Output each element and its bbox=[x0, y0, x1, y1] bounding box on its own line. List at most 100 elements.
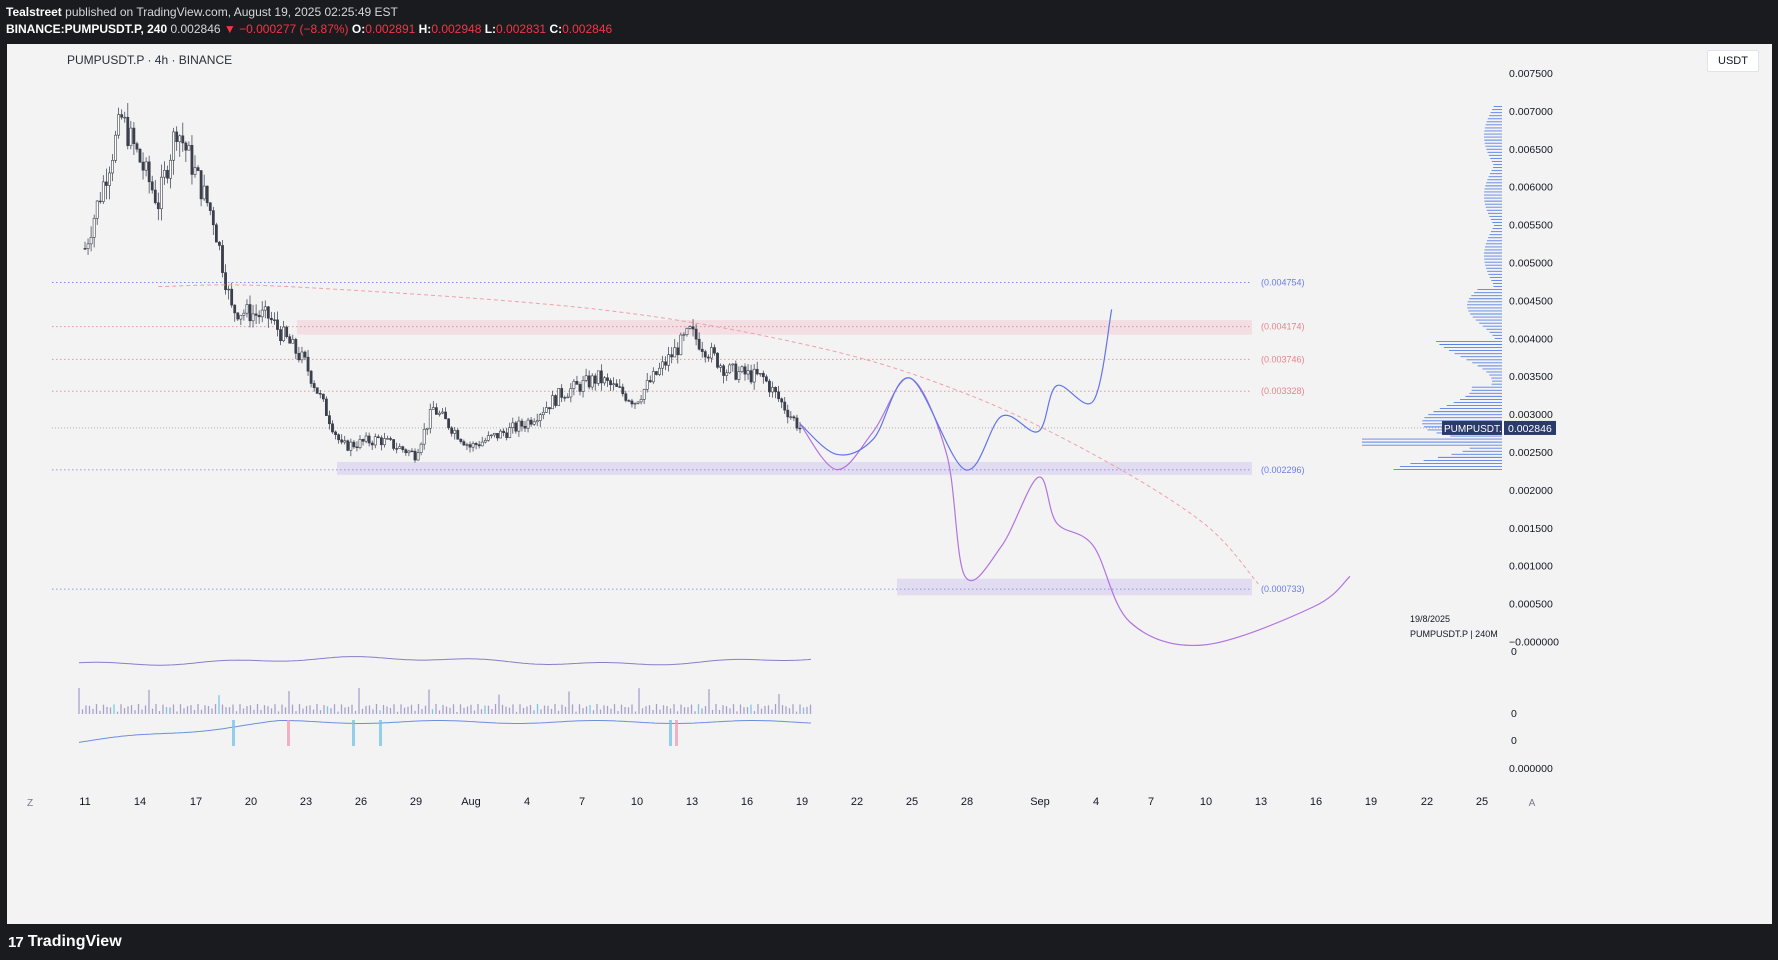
candle-body bbox=[218, 241, 221, 246]
candle-body bbox=[441, 411, 444, 414]
current-price-tag-label: 0.002846 bbox=[1508, 423, 1552, 435]
candle-body bbox=[166, 169, 169, 179]
y-axis-tick: 0.001500 bbox=[1509, 523, 1553, 535]
candle-body bbox=[752, 368, 756, 383]
candle-body bbox=[777, 391, 781, 400]
x-axis-tick: 4 bbox=[1093, 796, 1099, 808]
candle-body bbox=[569, 388, 573, 398]
candle-body bbox=[661, 361, 664, 369]
x-axis-tick: 25 bbox=[906, 796, 918, 808]
candle-body bbox=[144, 161, 148, 171]
symbol-price-tag-label: PUMPUSDT.P bbox=[1444, 424, 1509, 435]
candle-body bbox=[468, 444, 472, 448]
indicator-signal-marker bbox=[669, 720, 672, 746]
x-axis-tick: 11 bbox=[79, 796, 90, 808]
candle-body bbox=[566, 396, 570, 399]
candle-body bbox=[300, 351, 304, 361]
candle-body bbox=[438, 412, 441, 415]
candle-body bbox=[156, 202, 160, 210]
x-axis-tick: Aug bbox=[461, 796, 481, 808]
candle-body bbox=[444, 411, 447, 420]
x-axis-tick: 25 bbox=[1476, 796, 1488, 808]
candle-body bbox=[572, 381, 576, 389]
candle-body bbox=[117, 114, 121, 136]
candle-body bbox=[459, 438, 463, 442]
candle-body bbox=[544, 407, 548, 413]
candle-body bbox=[303, 351, 307, 358]
x-axis-tick: 10 bbox=[631, 796, 643, 808]
symbol-ohlc-line: BINANCE:PUMPUSDT.P, 240 0.002846 ▼ −0.00… bbox=[6, 22, 612, 36]
candle-body bbox=[172, 131, 176, 161]
candle-body bbox=[248, 304, 252, 322]
candle-body bbox=[425, 427, 429, 430]
tradingview-logo[interactable]: 17 TradingView bbox=[8, 933, 122, 951]
candle-body bbox=[236, 312, 240, 320]
price-level-label: (0.004174) bbox=[1261, 322, 1305, 332]
candle-body bbox=[159, 176, 163, 210]
y-axis-tick: 0.007000 bbox=[1509, 106, 1553, 118]
candle-body bbox=[334, 431, 337, 435]
chart-canvas[interactable]: 0.007500 0.007000 0.006500 0.006000 0.005500… bbox=[7, 44, 1772, 924]
candle-body bbox=[764, 376, 768, 382]
candle-body bbox=[95, 200, 99, 219]
candle-body bbox=[688, 326, 692, 329]
candle-body bbox=[349, 441, 353, 451]
open-label: O: bbox=[351, 22, 366, 36]
low-label: L: bbox=[484, 22, 497, 36]
candle-body bbox=[150, 181, 154, 191]
tradingview-logo-icon: 17 bbox=[8, 933, 24, 951]
author-name[interactable]: Tealstreet bbox=[6, 5, 62, 19]
y-axis-tick: 0.004000 bbox=[1509, 333, 1553, 345]
x-axis-tick: 14 bbox=[134, 796, 146, 808]
candle-body bbox=[774, 387, 777, 393]
candle-body bbox=[615, 383, 619, 387]
indicator-line-1 bbox=[78, 656, 812, 666]
candle-body bbox=[489, 434, 493, 437]
candle-body bbox=[114, 134, 117, 161]
candle-body bbox=[722, 365, 726, 376]
candle-body bbox=[761, 373, 765, 378]
price-zone bbox=[897, 578, 1252, 596]
candle-body bbox=[703, 351, 707, 358]
candle-body bbox=[315, 387, 319, 394]
candle-body bbox=[587, 375, 591, 388]
candle-body bbox=[413, 450, 417, 461]
candle-body bbox=[453, 430, 457, 434]
candle-body bbox=[193, 167, 197, 175]
candle-body bbox=[233, 304, 237, 314]
candle-body bbox=[227, 288, 231, 291]
candle-body bbox=[450, 427, 454, 434]
y-axis-tick: −0.000000 bbox=[1509, 637, 1559, 649]
candle-body bbox=[260, 309, 264, 318]
y-axis-tick-lower: 0 bbox=[1511, 646, 1517, 658]
candle-body bbox=[621, 386, 625, 395]
x-axis-tick: 13 bbox=[686, 796, 698, 808]
candle-body bbox=[422, 428, 426, 445]
indicator-signal-marker bbox=[675, 720, 678, 746]
candle-body bbox=[670, 354, 674, 358]
candle-body bbox=[169, 159, 172, 179]
currency-unit-button[interactable]: USDT bbox=[1707, 50, 1759, 72]
candle-body bbox=[126, 116, 130, 146]
x-axis-tick: 23 bbox=[300, 796, 312, 808]
candle-body bbox=[208, 202, 212, 211]
candle-body bbox=[771, 387, 774, 393]
candle-body bbox=[474, 443, 478, 445]
x-axis-tick: 29 bbox=[410, 796, 422, 808]
candle-body bbox=[575, 381, 579, 385]
candle-body bbox=[294, 339, 298, 354]
candle-body bbox=[584, 375, 588, 381]
candle-body bbox=[398, 446, 402, 449]
candle-body bbox=[526, 419, 530, 429]
y-axis-tick: 0.003500 bbox=[1509, 371, 1553, 383]
chart-panel[interactable]: 0.007500 0.007000 0.006500 0.006000 0.005500… bbox=[7, 44, 1772, 924]
candle-body bbox=[184, 142, 188, 151]
candle-body bbox=[104, 181, 108, 186]
candle-body bbox=[364, 435, 368, 442]
x-axis-scale-button: Z bbox=[27, 798, 33, 809]
y-axis-tick-lower: 0.000000 bbox=[1509, 763, 1553, 775]
candle-body bbox=[370, 442, 374, 446]
symbol-price-tag bbox=[1442, 420, 1502, 435]
candle-body bbox=[654, 371, 658, 375]
candle-body bbox=[101, 181, 105, 202]
